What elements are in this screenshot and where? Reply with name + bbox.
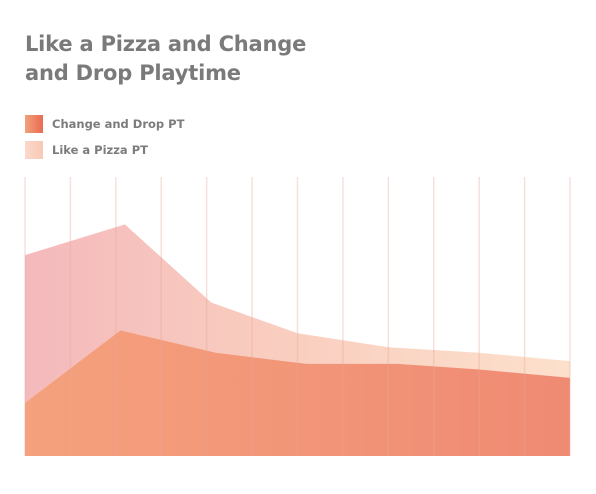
chart-title: Like a Pizza and Change and Drop Playtim… <box>25 30 355 88</box>
legend-swatch-change-and-drop <box>25 115 43 133</box>
series-areas <box>25 224 570 456</box>
legend-label-change-and-drop: Change and Drop PT <box>52 117 185 131</box>
series-area-change-and-drop <box>25 330 570 456</box>
legend-item-like-a-pizza: Like a Pizza PT <box>25 141 184 159</box>
chart-title-line-2: and Drop Playtime <box>25 61 241 85</box>
legend-label-like-a-pizza: Like a Pizza PT <box>52 143 148 157</box>
chart-legend: Change and Drop PT Like a Pizza PT <box>25 115 184 167</box>
legend-item-change-and-drop: Change and Drop PT <box>25 115 184 133</box>
grid-lines-foreground <box>24 177 571 456</box>
legend-swatch-like-a-pizza <box>25 141 43 159</box>
chart-title-line-1: Like a Pizza and Change <box>25 32 307 56</box>
